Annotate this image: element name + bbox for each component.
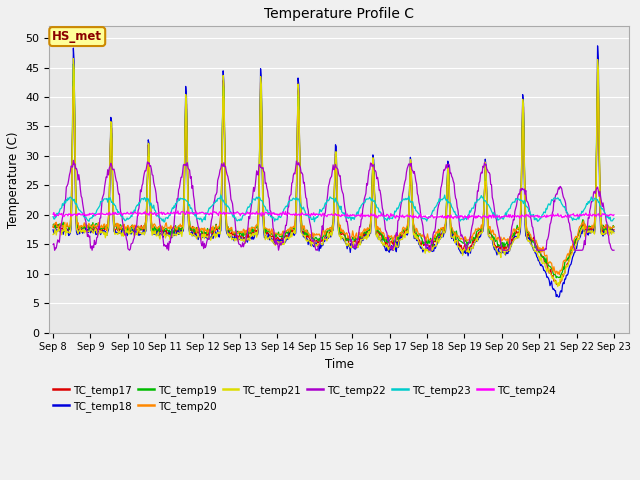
TC_temp23 <box>174 198 182 204</box>
TC_temp17 <box>553 282 561 288</box>
TC_temp23 <box>49 214 57 219</box>
Line: TC_temp17: TC_temp17 <box>53 72 614 285</box>
TC_temp18 <box>594 43 602 49</box>
TC_temp20 <box>175 223 182 229</box>
Line: TC_temp20: TC_temp20 <box>53 86 614 275</box>
TC_temp20 <box>403 225 410 230</box>
TC_temp18 <box>117 231 125 237</box>
TC_temp20 <box>49 224 57 230</box>
TC_temp24 <box>175 211 182 217</box>
TC_temp22 <box>175 185 183 191</box>
TC_temp24 <box>464 216 472 222</box>
TC_temp22 <box>49 241 57 247</box>
Line: TC_temp19: TC_temp19 <box>53 64 614 278</box>
TC_temp21 <box>60 228 67 234</box>
TC_temp17 <box>418 238 426 244</box>
TC_temp21 <box>403 230 410 236</box>
TC_temp17 <box>610 227 618 233</box>
TC_temp21 <box>118 233 125 239</box>
Y-axis label: Temperature (C): Temperature (C) <box>7 131 20 228</box>
Line: TC_temp22: TC_temp22 <box>53 160 614 250</box>
Line: TC_temp24: TC_temp24 <box>53 211 614 219</box>
TC_temp17 <box>60 229 67 235</box>
TC_temp19 <box>419 241 427 247</box>
X-axis label: Time: Time <box>324 358 354 371</box>
TC_temp24 <box>60 213 67 219</box>
TC_temp22 <box>51 247 58 253</box>
TC_temp22 <box>403 166 411 171</box>
TC_temp19 <box>175 223 182 229</box>
TC_temp22 <box>60 208 68 214</box>
TC_temp21 <box>610 230 618 236</box>
TC_temp19 <box>205 231 212 237</box>
TC_temp24 <box>610 212 618 218</box>
TC_temp20 <box>419 232 427 238</box>
TC_temp19 <box>49 222 57 228</box>
TC_temp17 <box>117 226 125 232</box>
TC_temp21 <box>205 235 212 241</box>
TC_temp21 <box>175 230 182 236</box>
TC_temp19 <box>70 61 77 67</box>
TC_temp23 <box>420 216 428 222</box>
TC_temp24 <box>117 210 125 216</box>
TC_temp17 <box>402 230 410 236</box>
TC_temp21 <box>49 231 57 237</box>
TC_temp21 <box>419 246 427 252</box>
TC_temp23 <box>198 219 206 225</box>
Title: Temperature Profile C: Temperature Profile C <box>264 7 414 21</box>
TC_temp24 <box>174 208 182 214</box>
TC_temp23 <box>117 213 125 219</box>
TC_temp17 <box>49 224 57 230</box>
TC_temp17 <box>204 231 211 237</box>
Line: TC_temp21: TC_temp21 <box>53 59 614 287</box>
TC_temp19 <box>610 224 618 230</box>
TC_temp22 <box>420 231 428 237</box>
TC_temp20 <box>610 224 618 230</box>
TC_temp24 <box>403 213 410 219</box>
TC_temp19 <box>60 219 67 225</box>
TC_temp22 <box>610 247 618 253</box>
Line: TC_temp18: TC_temp18 <box>53 46 614 297</box>
TC_temp19 <box>403 226 410 232</box>
TC_temp19 <box>118 226 125 232</box>
TC_temp23 <box>60 203 67 208</box>
Line: TC_temp23: TC_temp23 <box>53 195 614 222</box>
TC_temp21 <box>70 56 77 61</box>
Legend: TC_temp17, TC_temp18, TC_temp19, TC_temp20, TC_temp21, TC_temp22, TC_temp23, TC_: TC_temp17, TC_temp18, TC_temp19, TC_temp… <box>49 381 560 416</box>
TC_temp24 <box>49 211 57 217</box>
TC_temp20 <box>70 84 77 89</box>
Text: HS_met: HS_met <box>52 30 102 43</box>
TC_temp23 <box>217 192 225 198</box>
TC_temp18 <box>402 231 410 237</box>
TC_temp17 <box>594 69 602 75</box>
TC_temp18 <box>49 227 57 233</box>
TC_temp20 <box>556 272 563 277</box>
TC_temp18 <box>204 236 211 242</box>
TC_temp23 <box>205 208 212 214</box>
TC_temp23 <box>610 216 618 221</box>
TC_temp21 <box>554 284 562 289</box>
TC_temp24 <box>419 214 427 220</box>
TC_temp17 <box>174 229 182 235</box>
TC_temp18 <box>610 228 618 234</box>
TC_temp24 <box>205 211 212 217</box>
TC_temp19 <box>552 275 560 281</box>
TC_temp18 <box>174 227 182 232</box>
TC_temp18 <box>418 245 426 251</box>
TC_temp22 <box>205 234 213 240</box>
TC_temp18 <box>60 231 67 237</box>
TC_temp20 <box>118 224 125 230</box>
TC_temp22 <box>118 219 126 225</box>
TC_temp22 <box>70 157 77 163</box>
TC_temp20 <box>205 227 212 232</box>
TC_temp23 <box>403 195 411 201</box>
TC_temp20 <box>60 223 67 228</box>
TC_temp18 <box>555 294 563 300</box>
